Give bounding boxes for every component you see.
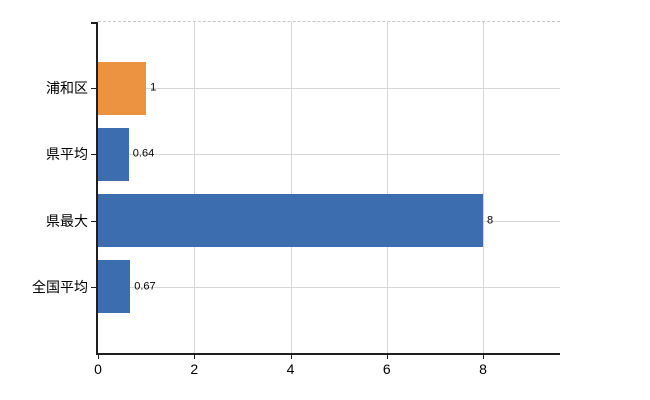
- vertical-gridline: [194, 22, 196, 353]
- y-axis-tick: [91, 88, 97, 90]
- x-tick-label: 6: [382, 361, 391, 377]
- bar-value-label: 8: [487, 214, 494, 227]
- x-axis-tick: [194, 353, 196, 359]
- y-axis-tick: [91, 286, 97, 288]
- category-label: 全国平均: [32, 278, 88, 295]
- bar-value-label: 0.64: [132, 147, 155, 160]
- category-label: 県平均: [46, 146, 88, 163]
- bar: [98, 260, 131, 314]
- horizontal-gridline: [98, 88, 560, 90]
- x-axis: [96, 353, 560, 355]
- x-tick-label: 4: [286, 361, 295, 377]
- y-axis-tick: [91, 154, 97, 156]
- x-tick-label: 0: [94, 361, 102, 377]
- y-axis-tick: [91, 22, 97, 24]
- plot-top-border: [98, 21, 560, 22]
- bar: [98, 61, 147, 115]
- vertical-gridline: [290, 22, 292, 353]
- x-axis-tick: [386, 353, 388, 359]
- y-axis: [96, 22, 98, 353]
- y-axis-tick: [91, 220, 97, 222]
- horizontal-gridline: [98, 154, 560, 156]
- x-axis-tick: [98, 353, 99, 359]
- x-tick-label: 8: [479, 361, 487, 377]
- x-axis-tick: [483, 353, 484, 359]
- x-tick-label: 2: [190, 361, 199, 377]
- bar-value-label: 0.67: [134, 280, 156, 293]
- bar-value-label: 1: [150, 81, 157, 94]
- x-axis-tick: [290, 353, 292, 359]
- vertical-gridline: [483, 22, 484, 353]
- vertical-gridline: [386, 22, 388, 353]
- category-label: 浦和区: [46, 80, 88, 97]
- category-label: 県最大: [46, 212, 88, 229]
- bar: [98, 194, 483, 248]
- horizontal-gridline: [98, 286, 560, 288]
- bar: [98, 127, 129, 181]
